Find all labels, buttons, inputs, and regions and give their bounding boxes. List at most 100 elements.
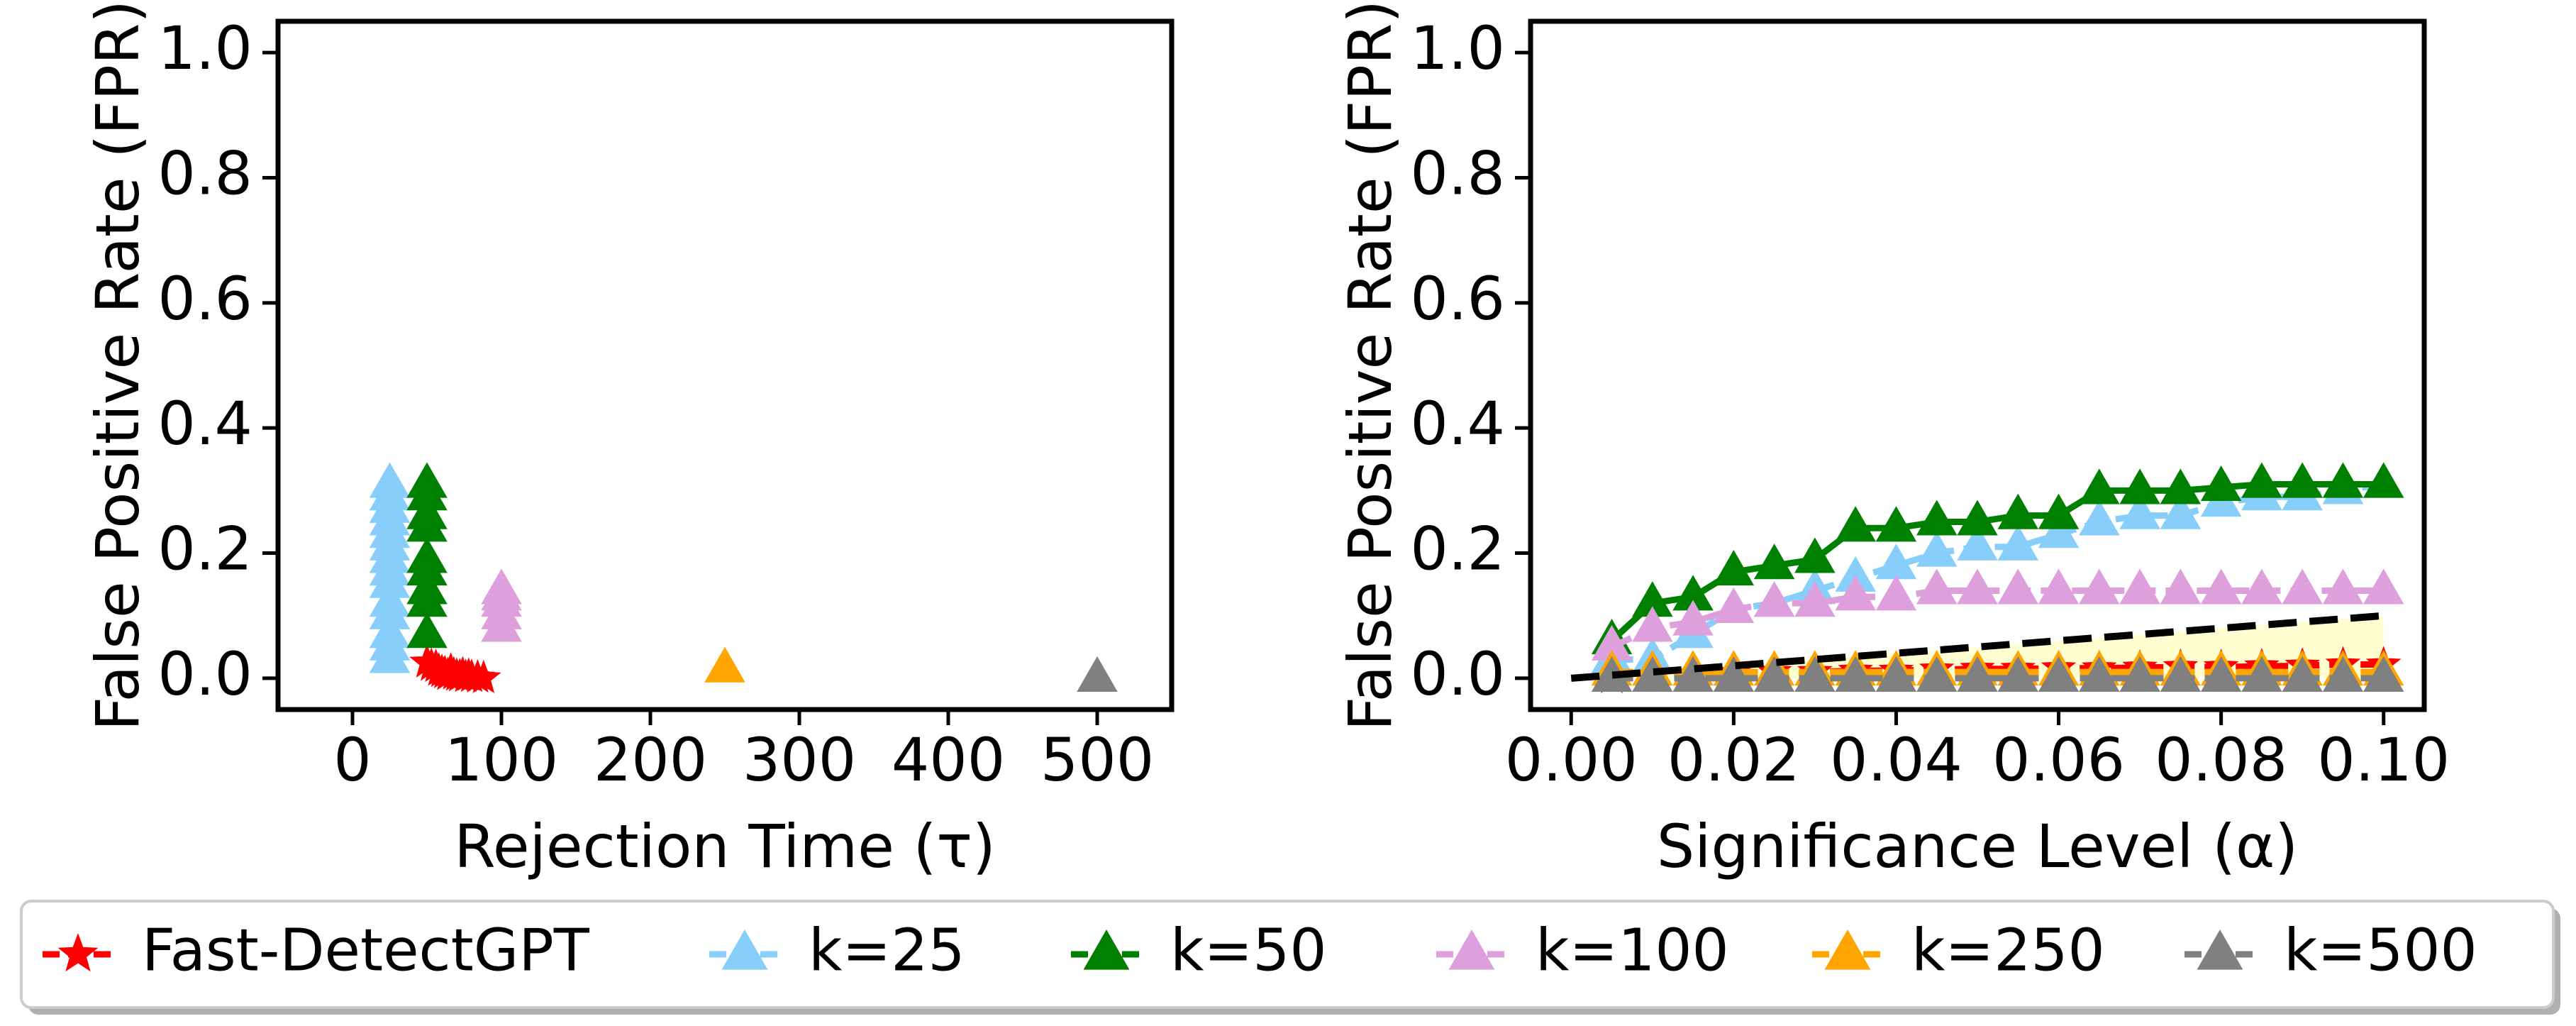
- legend: Fast-DetectGPT k=25 k=50 k=100 k=250 k=500: [20, 900, 2560, 1015]
- right-data-point: [2119, 493, 2160, 529]
- right-data-point: [1794, 656, 1836, 693]
- right-data-point: [1713, 549, 1755, 586]
- left-data-point: [369, 612, 411, 649]
- legend-label: k=50: [1170, 917, 1327, 984]
- right-data-point: [1835, 575, 1876, 611]
- right-data-point: [2119, 656, 2160, 693]
- right-data-point: [2079, 468, 2120, 504]
- right-axes-frame: [1528, 18, 2427, 712]
- left-data-point: [369, 581, 411, 617]
- right-data-point: [2079, 656, 2120, 693]
- left-x-tick-label: 0: [333, 725, 371, 795]
- legend-label: Fast-DetectGPT: [142, 917, 590, 984]
- right-data-point: [1916, 500, 1958, 536]
- right-x-tick-label: 0.10: [2317, 725, 2450, 795]
- left-x-tick-label: 200: [594, 725, 707, 795]
- right-y-tick-label: 0.6: [1410, 264, 1505, 333]
- right-series-k-50: [1591, 462, 2404, 655]
- right-data-point: [1875, 506, 1917, 542]
- legend-label: k=500: [2284, 917, 2477, 984]
- right-data-point: [2282, 462, 2323, 498]
- left-y-tick-label: 0.8: [157, 138, 252, 208]
- right-x-axis-label: Significance Level (α): [1657, 812, 2298, 881]
- left-series-k-25: [369, 462, 411, 673]
- right-y-tick-label: 0.4: [1410, 389, 1505, 458]
- left-series-k-500: [1077, 656, 1118, 693]
- left-data-point: [481, 568, 522, 605]
- left-y-tick-label: 0.2: [157, 514, 252, 583]
- left-chart-panel: Rejection Time (τ) False Positive Rate (…: [83, 0, 1175, 881]
- left-y-tick-label: 0.0: [157, 639, 252, 709]
- left-series-k-250: [704, 646, 745, 683]
- left-data-point: [406, 612, 448, 649]
- legend-marker: [1083, 929, 1130, 970]
- right-data-point: [2282, 656, 2323, 693]
- left-series-fast-detectgpt: [409, 644, 501, 694]
- legend-entry: k=100: [1436, 917, 1729, 984]
- right-data-point: [2241, 462, 2282, 498]
- right-data-point: [1957, 656, 1998, 693]
- right-data-point: [1957, 500, 1998, 536]
- right-data-point: [1713, 587, 1755, 624]
- left-x-tick-label: 300: [743, 725, 856, 795]
- right-data-point: [2038, 656, 2080, 693]
- right-data-point: [1875, 575, 1917, 611]
- right-data-point: [1794, 537, 1836, 573]
- left-data-point: [1077, 656, 1118, 693]
- right-data-point: [1997, 524, 2039, 561]
- left-y-tick-label: 0.4: [157, 389, 252, 458]
- right-data-point: [1835, 656, 1876, 693]
- right-y-tick-label: 0.2: [1410, 514, 1505, 583]
- right-series-k-500: [1591, 656, 2404, 693]
- legend-label: k=100: [1536, 917, 1729, 984]
- left-y-tick-label: 0.6: [157, 264, 252, 333]
- right-data-point: [1875, 656, 1917, 693]
- left-x-tick-label: 100: [445, 725, 558, 795]
- right-data-point: [2282, 568, 2323, 605]
- right-data-point: [1794, 581, 1836, 617]
- right-data-point: [1957, 568, 1998, 605]
- left-x-tick-label: 400: [892, 725, 1005, 795]
- left-data-point: [704, 646, 745, 683]
- right-data-point: [2038, 512, 2080, 548]
- left-y-axis-label: False Positive Rate (FPR): [83, 0, 152, 731]
- left-series-k-100: [481, 568, 522, 642]
- right-series-k-100: [1591, 568, 2404, 661]
- right-data-point: [2079, 500, 2120, 536]
- right-chart-panel: Significance Level (α) False Positive Ra…: [1336, 0, 2450, 881]
- legend-marker: [57, 933, 99, 972]
- legend-marker: [1824, 929, 1871, 970]
- right-data-point: [2363, 462, 2404, 498]
- right-data-point: [2119, 468, 2160, 504]
- right-y-tick-label: 1.0: [1410, 13, 1505, 83]
- right-x-tick-label: 0.08: [2155, 725, 2287, 795]
- right-data-point: [2079, 568, 2120, 605]
- right-y-tick-label: 0.0: [1410, 639, 1505, 709]
- right-data-point: [2241, 568, 2282, 605]
- right-data-point: [2363, 656, 2404, 693]
- right-data-point: [2241, 656, 2282, 693]
- left-x-axis-label: Rejection Time (τ): [454, 812, 995, 881]
- right-data-point: [1835, 506, 1876, 542]
- left-series-k-50: [406, 462, 448, 649]
- right-data-point: [1753, 656, 1795, 693]
- right-x-tick-label: 0.06: [1992, 725, 2125, 795]
- right-data-point: [2038, 568, 2080, 605]
- right-data-point: [1997, 656, 2039, 693]
- right-data-point: [2322, 462, 2364, 498]
- left-y-tick-label: 1.0: [157, 13, 252, 83]
- right-data-point: [1916, 656, 1958, 693]
- legend-entry: k=50: [1071, 917, 1327, 984]
- right-data-point: [2160, 493, 2202, 529]
- legend-label: k=250: [1911, 917, 2105, 984]
- right-data-point: [2160, 568, 2202, 605]
- left-x-tick-label: 500: [1040, 725, 1154, 795]
- right-data-point: [1672, 656, 1714, 693]
- left-data-point: [406, 462, 448, 498]
- left-axes-frame: [275, 18, 1175, 712]
- right-data-point: [1997, 493, 2039, 529]
- legend-entry: k=250: [1812, 917, 2105, 984]
- left-data-point: [369, 462, 411, 498]
- right-data-point: [2322, 656, 2364, 693]
